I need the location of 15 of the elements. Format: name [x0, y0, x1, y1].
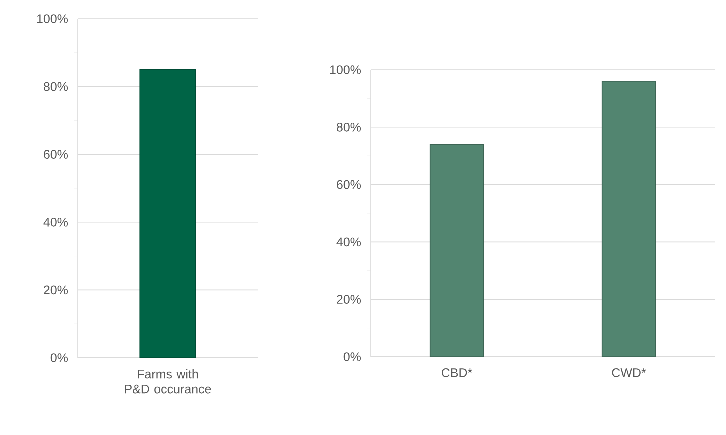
y-tick-label: 100%	[37, 14, 68, 24]
y-tick-label: 0%	[344, 352, 362, 362]
y-tick-label: 100%	[330, 66, 362, 74]
y-tick-label: 60%	[44, 150, 68, 160]
y-tick-label: 0%	[50, 354, 68, 362]
y-tick-label: 80%	[44, 82, 68, 92]
y-tick-label: 20%	[44, 286, 68, 295]
x-tick-label: CBD*	[442, 368, 472, 378]
y-tick-label: 20%	[337, 295, 362, 304]
x-tick-label: CWD*	[612, 368, 646, 378]
y-tick-label: 40%	[44, 218, 68, 227]
x-tick-label: Farms with P&D occurance	[125, 370, 212, 394]
y-tick-label: 80%	[337, 122, 362, 132]
y-tick-label: 40%	[336, 238, 362, 247]
y-tick-label: 60%	[337, 180, 362, 190]
